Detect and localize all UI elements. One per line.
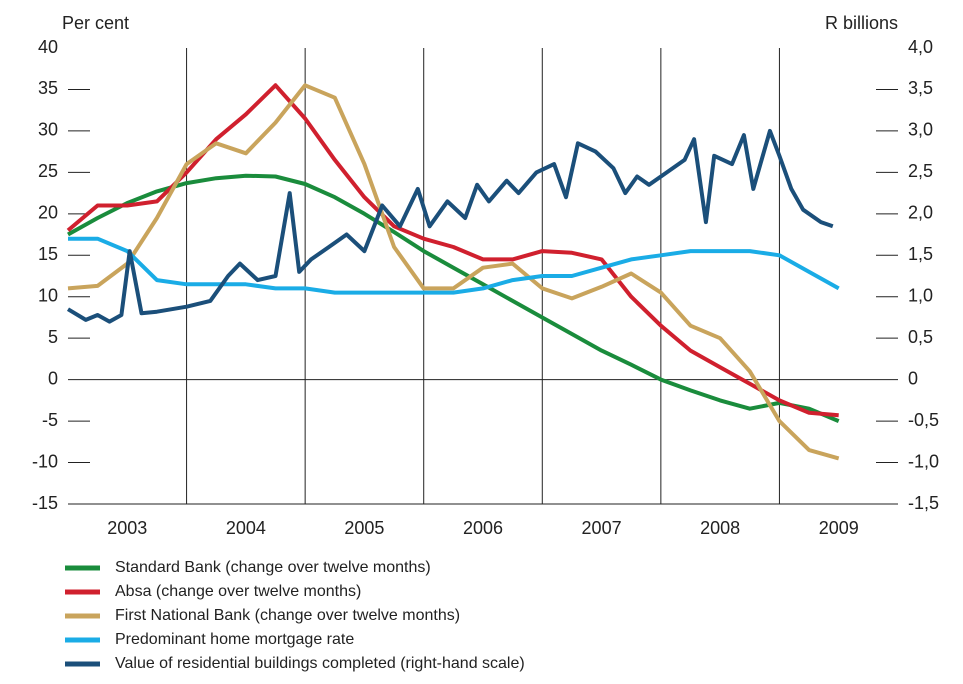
- y2-tick-label: -1,5: [908, 493, 939, 513]
- x-tick-label: 2009: [819, 518, 859, 538]
- y2-tick-label: -0,5: [908, 410, 939, 430]
- y2-tick-label: -1,0: [908, 451, 939, 471]
- series-line: [68, 236, 840, 295]
- y2-tick-label: 1,0: [908, 285, 933, 305]
- y-tick-label: 15: [38, 244, 58, 264]
- y-tick-label: 0: [48, 368, 58, 388]
- y-tick-label: 10: [38, 285, 58, 305]
- x-tick-label: 2006: [463, 518, 503, 538]
- x-tick-label: 2008: [700, 518, 740, 538]
- y-tick-label: -5: [42, 410, 58, 430]
- y2-tick-label: 0: [908, 368, 918, 388]
- x-tick-label: 2003: [107, 518, 147, 538]
- y-tick-label: 40: [38, 37, 58, 57]
- y-axis-label: Per cent: [62, 13, 129, 33]
- y-tick-label: -10: [32, 451, 58, 471]
- y-tick-label: 20: [38, 203, 58, 223]
- y2-tick-label: 0,5: [908, 327, 933, 347]
- y-tick-label: 5: [48, 327, 58, 347]
- y2-axis-label: R billions: [825, 13, 898, 33]
- legend-label: Standard Bank (change over twelve months…: [115, 559, 431, 576]
- y-tick-label: 25: [38, 161, 58, 181]
- legend-label: Predominant home mortgage rate: [115, 631, 354, 648]
- y2-tick-label: 2,0: [908, 203, 933, 223]
- y-tick-label: 30: [38, 120, 58, 140]
- series-line: [67, 173, 840, 423]
- x-tick-label: 2005: [344, 518, 384, 538]
- series-line: [66, 83, 839, 418]
- series-line: [66, 128, 834, 324]
- y2-tick-label: 3,0: [908, 120, 933, 140]
- legend-label: Absa (change over twelve months): [115, 583, 361, 600]
- y2-tick-label: 3,5: [908, 78, 933, 98]
- y2-tick-label: 4,0: [908, 37, 933, 57]
- x-tick-label: 2007: [582, 518, 622, 538]
- y2-tick-label: 1,5: [908, 244, 933, 264]
- series-line: [67, 83, 840, 461]
- legend-label: First National Bank (change over twelve …: [115, 607, 460, 624]
- y2-tick-label: 2,5: [908, 161, 933, 181]
- x-tick-label: 2004: [226, 518, 266, 538]
- y-tick-label: 35: [38, 78, 58, 98]
- y-tick-label: -15: [32, 493, 58, 513]
- legend-label: Value of residential buildings completed…: [115, 655, 525, 672]
